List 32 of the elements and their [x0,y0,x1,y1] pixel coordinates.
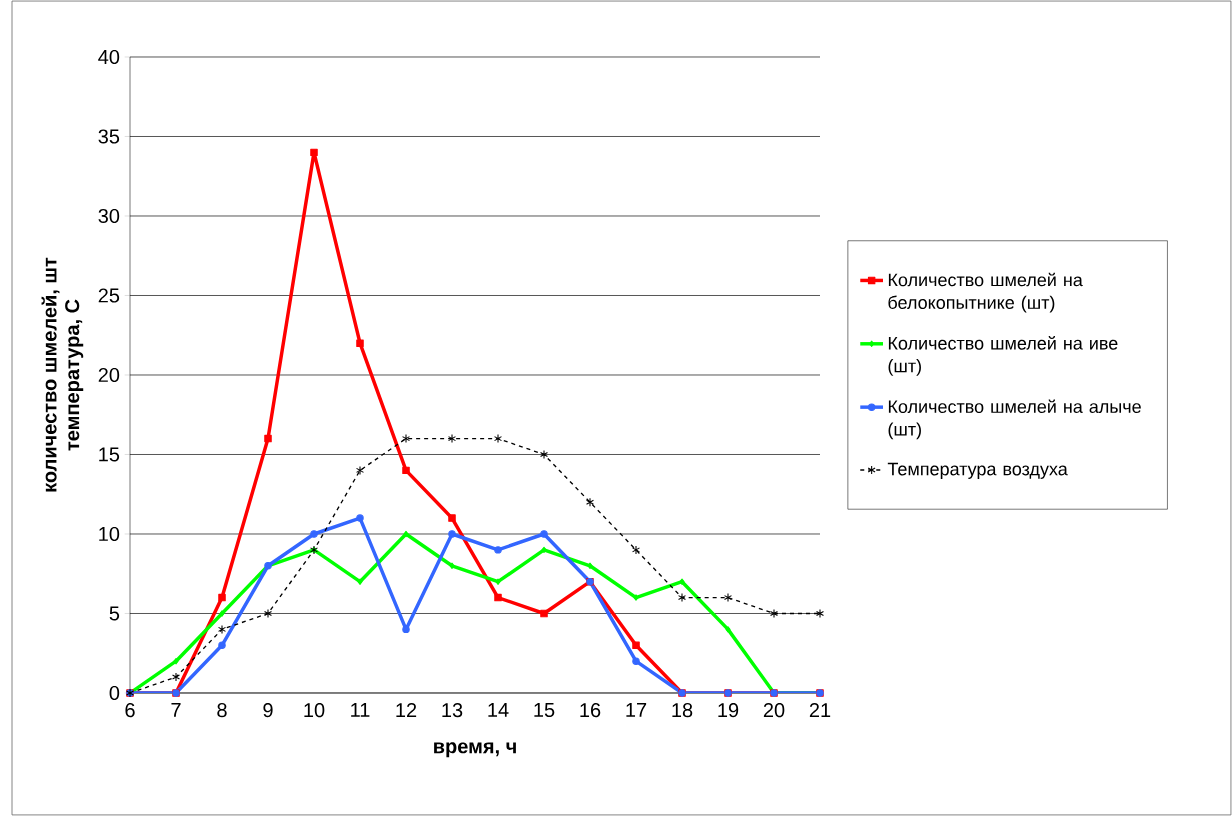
x-axis-title: время, ч [434,742,516,758]
y-axis-title: количество шмелей, шт [41,257,60,492]
x-tick-label: 11 [351,703,370,717]
y-tick-label: 35 [98,129,120,144]
y-tick-label: 0 [109,685,120,701]
y-tick-label: 10 [99,526,120,542]
x-tick-label: 7 [171,703,181,717]
y-tick-label: 5 [109,606,120,621]
x-tick-label: 12 [396,703,417,717]
x-tick-label: 17 [626,703,647,717]
x-tick-label: 13 [442,703,463,718]
y-tick-label: 20 [98,367,120,383]
y-tick-label: 40 [98,49,120,65]
legend-label: Температура воздуха [887,462,1068,479]
y-tick-label: 15 [99,447,120,462]
legend-label: Количество шмелей на белокопытнике (шт) [888,272,1083,313]
x-tick-label: 6 [125,703,135,718]
x-tick-label: 8 [217,703,227,718]
y-tick-label: 25 [98,288,120,303]
x-tick-label: 15 [534,703,555,717]
legend-label: Количество шмелей на алыче (шт) [888,399,1141,440]
x-tick-label: 10 [304,703,325,718]
x-tick-label: 9 [263,703,273,718]
x-tick-label: 14 [488,703,509,717]
text: температура, С [65,299,84,451]
x-tick-label: 20 [763,703,785,718]
x-tick-label: 18 [672,703,693,718]
x-tick-label: 16 [580,703,601,718]
legend-label: Количество шмелей на иве (шт) [888,336,1118,376]
y-tick-label: 30 [98,208,120,224]
x-tick-label: 19 [718,703,739,718]
x-tick-label: 21 [809,703,831,717]
